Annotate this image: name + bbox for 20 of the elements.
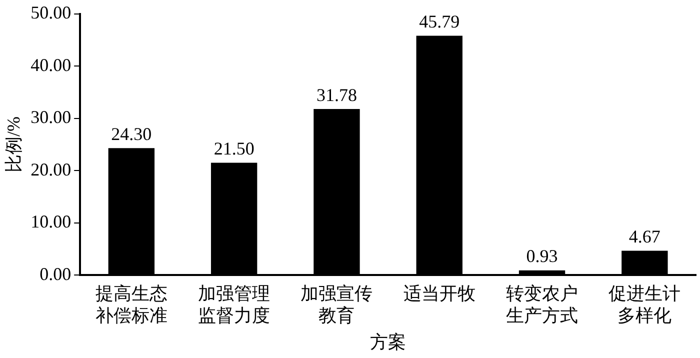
y-tick-label: 20.00 xyxy=(30,159,72,180)
x-tick-label: 加强宣传教育 xyxy=(300,284,373,326)
x-tick-label: 提高生态补偿标准 xyxy=(95,284,168,326)
y-axis-title: 比例/% xyxy=(4,116,24,172)
x-tick-label: 促进生计多样化 xyxy=(608,284,681,326)
y-tick-label: 50.00 xyxy=(30,2,72,23)
data-label: 4.67 xyxy=(628,226,660,247)
x-tick-label: 加强管理监督力度 xyxy=(198,284,270,326)
data-label: 31.78 xyxy=(316,84,357,105)
y-tick-label: 30.00 xyxy=(30,107,72,128)
data-label: 0.93 xyxy=(526,246,558,266)
x-tick-label: 转变农户生产方式 xyxy=(506,284,578,326)
data-label: 45.79 xyxy=(419,12,460,32)
x-tick-label: 适当开牧 xyxy=(403,284,476,304)
data-label: 24.30 xyxy=(111,124,152,144)
y-tick-label: 0.00 xyxy=(40,264,72,284)
data-label: 21.50 xyxy=(214,138,254,159)
x-axis-title: 方案 xyxy=(370,332,406,352)
y-tick-label: 10.00 xyxy=(30,212,72,232)
y-tick-label: 40.00 xyxy=(30,54,72,75)
